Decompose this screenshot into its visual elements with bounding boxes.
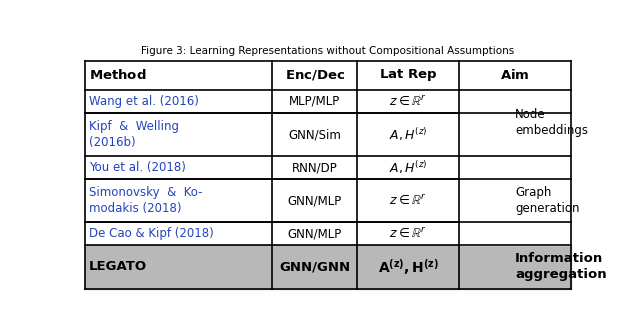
Text: $A, H^{(z)}$: $A, H^{(z)}$ (389, 159, 428, 176)
Text: You et al. (2018): You et al. (2018) (89, 161, 186, 174)
Text: Information
aggregation: Information aggregation (515, 252, 607, 282)
Text: GNN/MLP: GNN/MLP (287, 227, 342, 240)
Text: RNN/DP: RNN/DP (292, 161, 337, 174)
Text: $\mathbf{Lat\ Rep}$: $\mathbf{Lat\ Rep}$ (379, 67, 437, 83)
Text: $\mathbf{Aim}$: $\mathbf{Aim}$ (500, 68, 530, 82)
Text: GNN/Sim: GNN/Sim (288, 128, 341, 141)
Text: $\mathbf{A^{(z)}, H^{(z)}}$: $\mathbf{A^{(z)}, H^{(z)}}$ (378, 257, 439, 277)
Text: $z \in \mathbb{R}^r$: $z \in \mathbb{R}^r$ (389, 194, 427, 208)
Text: Graph
generation: Graph generation (515, 186, 580, 215)
Text: $z \in \mathbb{R}^r$: $z \in \mathbb{R}^r$ (389, 227, 427, 241)
Text: Figure 3: Learning Representations without Compositional Assumptions: Figure 3: Learning Representations witho… (141, 45, 515, 56)
Text: $z \in \mathbb{R}^r$: $z \in \mathbb{R}^r$ (389, 94, 427, 109)
Text: MLP/MLP: MLP/MLP (289, 95, 340, 108)
Text: GNN/MLP: GNN/MLP (287, 194, 342, 207)
Text: De Cao & Kipf (2018): De Cao & Kipf (2018) (89, 227, 214, 240)
Text: Simonovsky  &  Ko-
modakis (2018): Simonovsky & Ko- modakis (2018) (89, 186, 202, 215)
Text: LEGATO: LEGATO (89, 260, 147, 273)
Text: Wang et al. (2016): Wang et al. (2016) (89, 95, 199, 108)
Text: $\mathbf{Method}$: $\mathbf{Method}$ (89, 68, 147, 82)
Text: GNN/GNN: GNN/GNN (279, 260, 350, 273)
Text: Node
embeddings: Node embeddings (515, 109, 588, 137)
Text: $A, H^{(z)}$: $A, H^{(z)}$ (389, 126, 428, 143)
Text: Kipf  &  Welling
(2016b): Kipf & Welling (2016b) (89, 120, 179, 149)
Text: $\mathbf{Enc/Dec}$: $\mathbf{Enc/Dec}$ (285, 68, 345, 82)
